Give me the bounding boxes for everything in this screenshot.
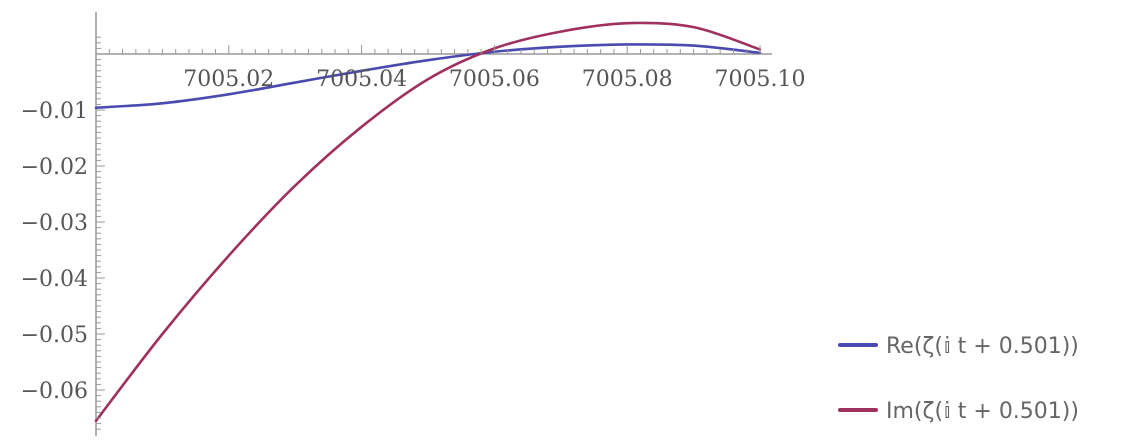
series-line-im xyxy=(94,21,762,423)
legend-entry-label: Re(ζ(𝕚 t + 0.501)) xyxy=(886,334,1079,359)
legend-entry-label: Im(ζ(𝕚 t + 0.501)) xyxy=(886,399,1079,424)
x-tick-label: 7005.06 xyxy=(449,67,540,92)
y-tick-label: −0.06 xyxy=(21,379,88,404)
y-tick-label: −0.03 xyxy=(21,211,88,236)
y-tick-label: −0.04 xyxy=(21,267,88,292)
series-line-re xyxy=(94,43,762,110)
y-tick-label: −0.02 xyxy=(21,155,88,180)
x-tick-label: 7005.02 xyxy=(183,67,274,92)
x-tick-label: 7005.10 xyxy=(715,67,806,92)
y-tick-label: −0.01 xyxy=(21,99,88,124)
x-tick-label: 7005.08 xyxy=(582,67,673,92)
x-tick-label: 7005.04 xyxy=(316,67,407,92)
y-tick-label: −0.05 xyxy=(21,323,88,348)
